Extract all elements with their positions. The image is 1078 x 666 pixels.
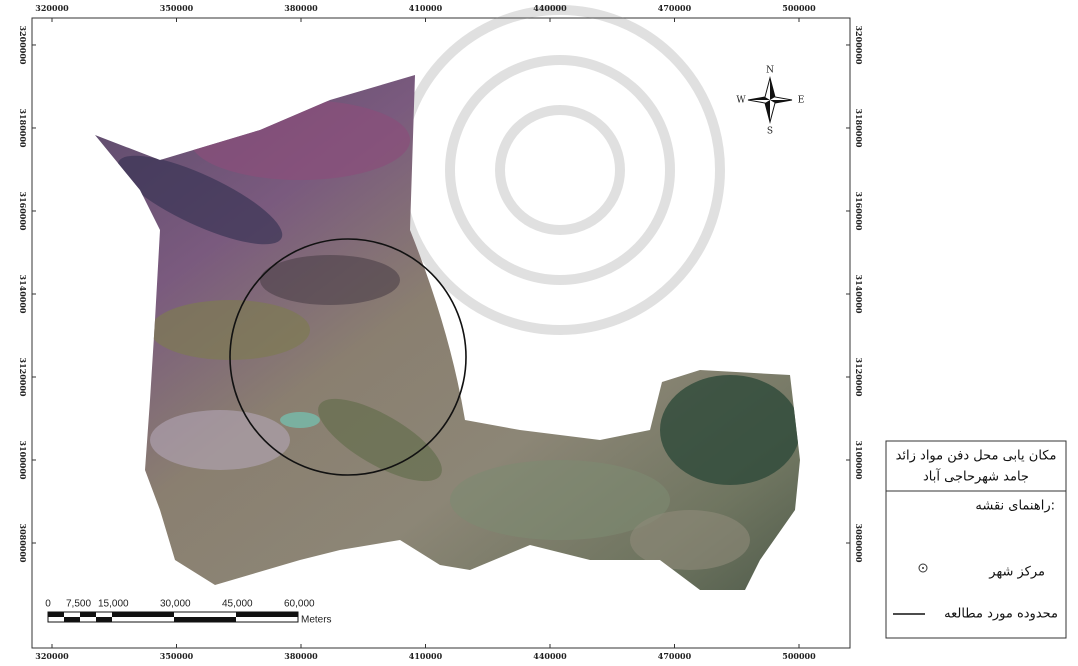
scale-label: 15,000 — [98, 599, 129, 610]
x-tick-label: 470000 — [658, 3, 692, 13]
legend-item: مرکز شهر — [988, 565, 1045, 580]
legend-item: محدوده مورد مطالعه — [944, 607, 1058, 622]
x-tick-label: 410000 — [409, 3, 443, 13]
y-tick-label: 3200000 — [854, 25, 864, 64]
study-area-boundary — [229, 238, 467, 476]
compass-n: N — [766, 66, 774, 76]
y-tick-label: 3080000 — [854, 524, 864, 563]
scale-label: 45,000 — [222, 599, 253, 610]
y-tick-label: 3120000 — [854, 358, 864, 397]
y-tick-label: 3140000 — [18, 275, 28, 314]
y-tick-label: 3080000 — [18, 524, 28, 563]
y-tick-label: 3160000 — [854, 191, 864, 230]
legend-title: جامد شهرحاجی آباد — [923, 468, 1029, 485]
x-tick-label: 320000 — [35, 651, 69, 661]
y-tick-label: 3180000 — [854, 108, 864, 147]
scale-label: 30,000 — [160, 599, 191, 610]
scale-label: 0 — [45, 599, 51, 610]
y-tick-label: 3100000 — [854, 441, 864, 480]
city-center-symbol — [922, 567, 924, 569]
y-tick-label: 3180000 — [18, 108, 28, 147]
city-center-symbol — [918, 563, 928, 573]
y-tick-label: 3140000 — [854, 275, 864, 314]
x-tick-label: 470000 — [658, 651, 692, 661]
scale-label: 7,500 — [66, 599, 91, 610]
x-tick-label: 500000 — [782, 3, 816, 13]
x-tick-label: 350000 — [160, 3, 194, 13]
x-tick-label: 410000 — [409, 651, 443, 661]
scale-bar — [47, 611, 299, 623]
y-tick-label: 3100000 — [18, 441, 28, 480]
compass-w: W — [736, 96, 746, 106]
x-tick-label: 320000 — [35, 3, 69, 13]
x-tick-label: 350000 — [160, 651, 194, 661]
y-tick-label: 3120000 — [18, 358, 28, 397]
scale-unit: Meters — [301, 615, 332, 626]
x-tick-label: 440000 — [533, 651, 567, 661]
north-arrow: N S E W — [736, 66, 804, 137]
y-tick-label: 3200000 — [18, 25, 28, 64]
legend-heading: راهنمای نقشه: — [975, 499, 1055, 514]
watermark — [395, 5, 725, 335]
compass-s: S — [767, 127, 773, 137]
x-tick-label: 500000 — [782, 651, 816, 661]
legend-title: مکان یابی محل دفن مواد زائد — [896, 449, 1057, 464]
legend-box — [885, 440, 1067, 639]
x-tick-label: 380000 — [284, 651, 318, 661]
x-tick-label: 380000 — [284, 3, 318, 13]
x-tick-label: 440000 — [533, 3, 567, 13]
y-tick-label: 3160000 — [18, 191, 28, 230]
compass-e: E — [798, 96, 805, 106]
scale-label: 60,000 — [284, 599, 315, 610]
